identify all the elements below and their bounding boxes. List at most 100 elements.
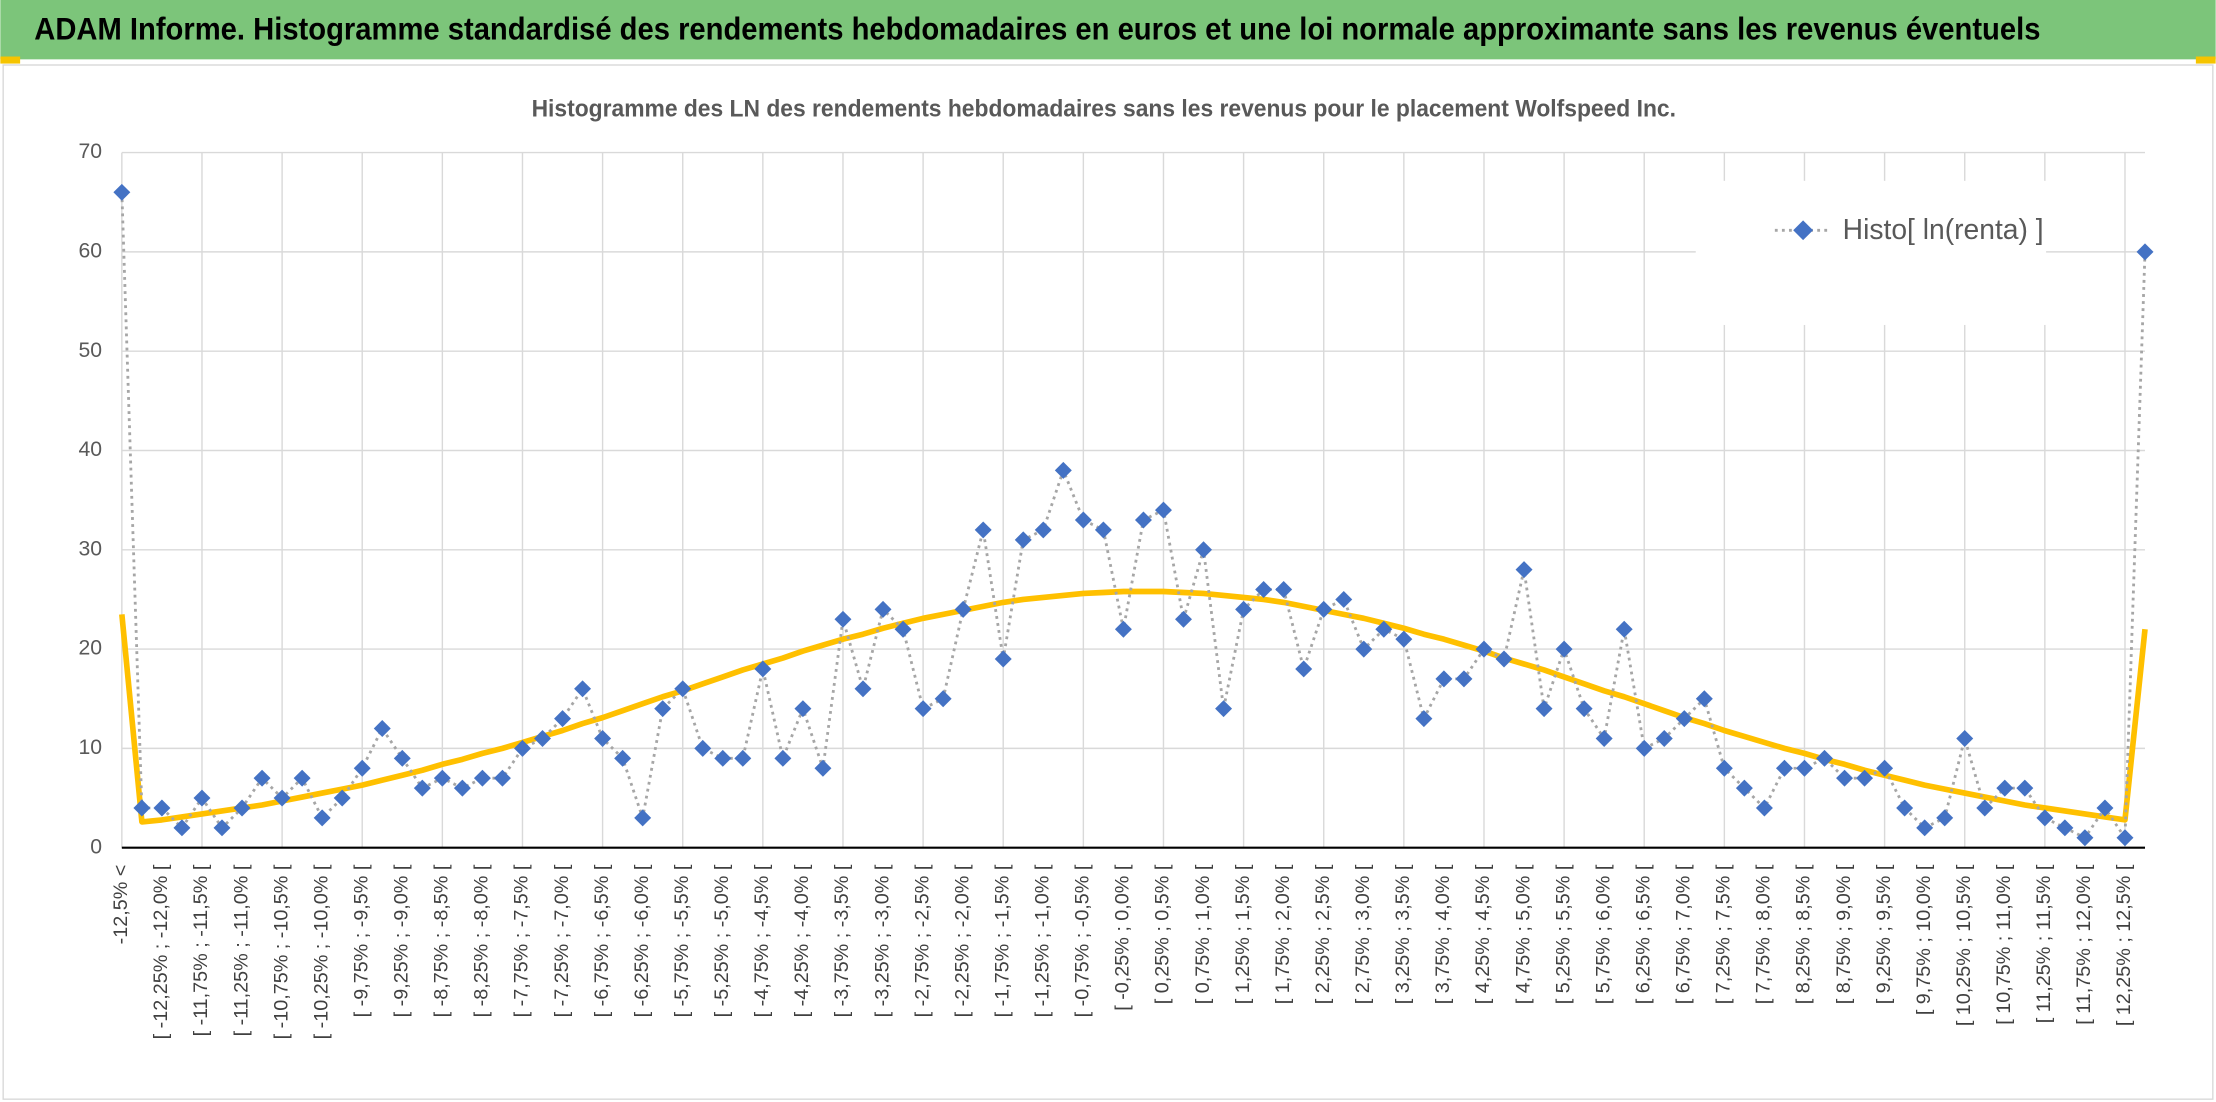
marker: [1956, 729, 1974, 747]
marker: [1175, 610, 1192, 628]
marker: [1635, 739, 1653, 757]
marker: [1335, 590, 1353, 608]
marker: [293, 769, 311, 787]
y-tick-label: 60: [78, 239, 102, 262]
header-bar: [0, 0, 2216, 60]
marker: [353, 759, 371, 777]
marker: [754, 660, 772, 678]
marker: [914, 700, 932, 718]
marker: [614, 749, 632, 767]
x-tick-label: [ 6,75% ; 7,0% [: [1673, 864, 1695, 1004]
x-tick-label: [ 12,25% ; 12,5% [: [2113, 864, 2135, 1026]
marker: [1735, 779, 1753, 797]
x-tick-label: [ -6,75% ; -6,5% [: [591, 864, 613, 1017]
marker: [2056, 819, 2074, 837]
marker: [874, 600, 892, 618]
marker: [854, 680, 872, 698]
x-tick-label: [ 8,25% ; 8,5% [: [1793, 864, 1815, 1004]
marker: [1675, 710, 1693, 728]
x-tick-label: [ 9,25% ; 9,5% [: [1873, 864, 1895, 1004]
x-tick-label: [ -3,75% ; -3,5% [: [831, 864, 853, 1017]
x-tick-label: [ 10,75% ; 11,0% [: [1993, 864, 2015, 1025]
marker: [393, 749, 411, 767]
y-tick-label: 10: [78, 736, 102, 759]
x-tick-label: [ 8,75% ; 9,0% [: [1833, 864, 1855, 1004]
header-title: ADAM Informe. Histogramme standardisé de…: [34, 11, 2040, 46]
legend-box: [1695, 180, 2047, 325]
marker: [253, 769, 271, 787]
x-tick-label: [ -4,25% ; -4,0% [: [791, 864, 813, 1017]
x-tick-label: [ -7,75% ; -7,5% [: [511, 864, 533, 1017]
x-tick-label: [ -8,25% ; -8,0% [: [471, 864, 493, 1017]
chart-border: [2, 64, 2214, 1100]
marker: [634, 809, 652, 827]
marker: [714, 749, 732, 767]
x-tick-label: [ -12,25% ; -12,0% [: [150, 864, 172, 1039]
x-tick-label: [ -5,25% ; -5,0% [: [711, 864, 733, 1017]
marker: [974, 521, 992, 539]
marker: [1996, 779, 2014, 797]
marker: [574, 680, 592, 698]
marker: [654, 700, 672, 718]
x-tick-label: [ 11,25% ; 11,5% [: [2033, 864, 2055, 1023]
marker: [894, 620, 912, 638]
x-tick-label: [ -2,25% ; -2,0% [: [951, 864, 973, 1017]
marker: [233, 799, 251, 817]
marker: [513, 739, 531, 757]
marker: [1936, 809, 1954, 827]
x-tick-label: [ -2,75% ; -2,5% [: [911, 864, 933, 1017]
marker: [1535, 700, 1553, 718]
marker: [193, 789, 211, 807]
x-tick-label: [ 0,75% ; 1,0% [: [1192, 864, 1214, 1004]
marker: [1896, 799, 1914, 817]
header-accent: [0, 56, 21, 64]
x-tick-label: [ 7,25% ; 7,5% [: [1713, 864, 1735, 1004]
legend-label: Histo[ ln(renta) ]: [1843, 213, 2044, 245]
marker: [1034, 521, 1052, 539]
marker: [153, 799, 171, 817]
x-tick-label: [ -9,75% ; -9,5% [: [350, 864, 372, 1017]
marker: [534, 729, 551, 747]
y-tick-label: 0: [90, 835, 102, 858]
marker: [734, 749, 752, 767]
marker: [1836, 769, 1854, 787]
marker: [2076, 829, 2094, 847]
header-accent: [2195, 56, 2216, 64]
marker: [1816, 749, 1833, 767]
marker: [1455, 670, 1473, 688]
normal-curve: [119, 588, 2148, 825]
x-tick-label: [ -9,25% ; -9,0% [: [391, 864, 413, 1017]
marker: [313, 809, 331, 827]
marker: [1094, 521, 1112, 539]
x-tick-label: [ 1,75% ; 2,0% [: [1272, 864, 1294, 1004]
x-tick-label: [ 0,25% ; 0,5% [: [1152, 864, 1174, 1004]
marker: [1134, 511, 1152, 529]
x-tick-label: -12,5% <: [110, 865, 132, 945]
marker: [954, 600, 972, 618]
x-tick-label: [ -8,75% ; -8,5% [: [431, 864, 453, 1017]
marker: [473, 769, 491, 787]
x-tick-label: [ -7,25% ; -7,0% [: [551, 864, 573, 1017]
marker: [1755, 799, 1773, 817]
marker: [934, 690, 952, 708]
x-tick-label: [ 1,25% ; 1,5% [: [1232, 864, 1254, 1004]
x-tick-label: [ 6,25% ; 6,5% [: [1632, 864, 1654, 1004]
y-tick-label: 30: [78, 537, 102, 560]
chart-title: Histogramme des LN des rendements hebdom…: [532, 96, 1676, 123]
marker: [834, 610, 852, 628]
marker: [1796, 759, 1813, 777]
marker: [1014, 531, 1032, 549]
marker: [1555, 640, 1573, 658]
marker: [1315, 600, 1333, 618]
marker: [994, 650, 1012, 668]
marker: [694, 739, 712, 757]
marker: [133, 799, 151, 817]
y-tick-label: 50: [78, 339, 102, 362]
x-tick-label: [ 11,75% ; 12,0% [: [2073, 864, 2095, 1025]
marker: [2036, 809, 2054, 827]
marker: [2116, 829, 2134, 847]
x-tick-label: [ -11,75% ; -11,5% [: [190, 864, 212, 1036]
x-tick-label: [ 9,75% ; 10,0% [: [1913, 864, 1935, 1015]
